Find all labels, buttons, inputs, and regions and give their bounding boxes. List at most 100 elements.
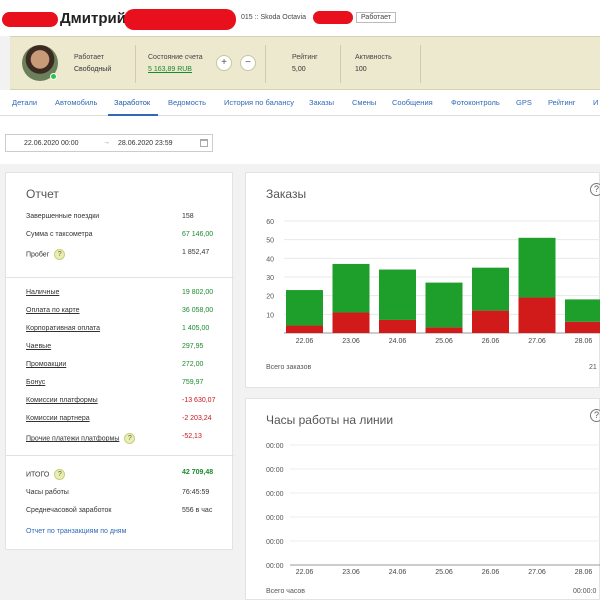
x-tick-label: 23.06 bbox=[342, 569, 360, 576]
driver-info-bar: Работает Свободный Состояние счета 5 163… bbox=[10, 36, 600, 90]
work-hours-value: 76:45:59 bbox=[182, 489, 210, 496]
payment-row-label[interactable]: Бонус bbox=[26, 379, 46, 386]
x-tick-label: 28.06 bbox=[575, 569, 593, 576]
help-icon[interactable]: ? bbox=[590, 409, 600, 422]
avg-earnings-label: Среднечасовой заработок bbox=[26, 507, 112, 514]
hours-total-value: 00:00:0 bbox=[573, 588, 597, 595]
y-tick-label: 40 bbox=[266, 256, 274, 263]
tab-details[interactable]: Детали bbox=[12, 98, 38, 107]
bar-segment-green bbox=[379, 269, 416, 320]
hours-chart: 00:00 00:00 00:00 00:00 00:00 00:00 22.06 23.06… bbox=[266, 443, 600, 576]
report-row-value: 67 146,00 bbox=[182, 231, 214, 238]
bar-segment-red bbox=[425, 327, 463, 333]
online-status-icon bbox=[50, 73, 57, 80]
y-tick-label: 00:00 bbox=[266, 539, 284, 546]
redacted-surname bbox=[2, 12, 58, 27]
payment-row-label[interactable]: Наличные bbox=[26, 289, 60, 296]
tab-shifts[interactable]: Смены bbox=[352, 98, 377, 107]
work-status-value: Свободный bbox=[74, 66, 112, 73]
total-label: ИТОГО bbox=[26, 471, 50, 479]
report-row-label: Пробег? bbox=[26, 249, 66, 260]
active-tab-indicator bbox=[108, 114, 158, 116]
report-row-label: Сумма с таксометра bbox=[26, 231, 93, 238]
transactions-report-link[interactable]: Отчет по транзакциям по дням bbox=[26, 528, 127, 535]
help-icon[interactable]: ? bbox=[124, 433, 136, 444]
status-badge: Работает bbox=[356, 12, 396, 23]
x-tick-label: 22.06 bbox=[296, 338, 314, 345]
help-icon[interactable]: ? bbox=[54, 469, 66, 480]
redacted-plate bbox=[313, 11, 353, 24]
tab-earnings[interactable]: Заработок bbox=[114, 98, 151, 107]
tab-photo-control[interactable]: Фотоконтроль bbox=[451, 98, 500, 107]
x-tick-label: 27.06 bbox=[528, 338, 546, 345]
payment-row-label[interactable]: Чаевые bbox=[26, 343, 52, 350]
divider bbox=[420, 45, 421, 83]
payment-row-label[interactable]: Промоакции bbox=[26, 361, 67, 368]
tab-rating[interactable]: Рейтинг bbox=[548, 98, 576, 107]
other-payments-label[interactable]: Прочие платежи платформы bbox=[26, 435, 120, 443]
hours-chart-title: Часы работы на линии bbox=[266, 413, 394, 427]
payment-row-label[interactable]: Корпоративная оплата bbox=[26, 325, 101, 332]
x-tick-label: 27.06 bbox=[528, 569, 546, 576]
add-balance-button[interactable]: + bbox=[216, 55, 232, 71]
payment-row-value: 1 405,00 bbox=[182, 325, 210, 332]
x-tick-label: 26.06 bbox=[482, 569, 500, 576]
payment-row-label: Прочие платежи платформы? bbox=[26, 433, 136, 444]
help-icon[interactable]: ? bbox=[590, 183, 600, 196]
date-range-picker[interactable]: 22.06.2020 00:00 → 28.06.2020 23:59 bbox=[5, 134, 213, 152]
mileage-label: Пробег bbox=[26, 251, 50, 259]
rating: Рейтинг 5,00 bbox=[292, 52, 318, 76]
work-status: Работает Свободный bbox=[74, 52, 111, 76]
tab-statement[interactable]: Ведомость bbox=[168, 98, 206, 107]
orders-chart: 10 20 30 40 50 60 22.06 23.06 24.06 25.06 26.06 27.… bbox=[266, 219, 600, 345]
payment-row-value: 759,97 bbox=[182, 379, 204, 386]
x-tick-label: 28.06 bbox=[575, 338, 593, 345]
x-tick-label: 26.06 bbox=[482, 338, 500, 345]
tab-balance-history[interactable]: История по балансу bbox=[224, 98, 294, 107]
work-status-label: Работает bbox=[74, 54, 104, 61]
divider bbox=[6, 277, 234, 278]
x-tick-label: 25.06 bbox=[435, 569, 453, 576]
bar-segment-green bbox=[332, 263, 370, 313]
tab-more[interactable]: И bbox=[593, 98, 599, 107]
total-row-label: ИТОГО? bbox=[26, 469, 66, 480]
tab-orders[interactable]: Заказы bbox=[309, 98, 335, 107]
y-tick-label: 10 bbox=[266, 312, 274, 319]
payment-row-value: 19 802,00 bbox=[182, 289, 214, 296]
help-icon[interactable]: ? bbox=[54, 249, 66, 260]
arrow-right-icon: → bbox=[103, 139, 110, 146]
redacted-patronymic bbox=[124, 9, 236, 30]
bar-segment-green bbox=[425, 282, 463, 328]
rating-label: Рейтинг bbox=[292, 54, 318, 61]
divider bbox=[6, 455, 234, 456]
balance-value[interactable]: 5 163,89 RUB bbox=[148, 66, 192, 73]
date-from[interactable]: 22.06.2020 00:00 bbox=[24, 140, 79, 147]
x-tick-label: 23.06 bbox=[342, 338, 360, 345]
y-tick-label: 00:00 bbox=[266, 515, 284, 522]
y-tick-label: 00:00 bbox=[266, 491, 284, 498]
tab-gps[interactable]: GPS bbox=[516, 98, 532, 107]
balance-label: Состояние счета bbox=[148, 54, 203, 61]
orders-chart-panel: Заказы ? 10 20 30 40 50 60 22.06 23.06 24.06 25.0… bbox=[245, 172, 600, 388]
date-to[interactable]: 28.06.2020 23:59 bbox=[118, 140, 173, 147]
x-tick-label: 22.06 bbox=[296, 569, 314, 576]
hours-total-label: Всего часов bbox=[266, 588, 306, 595]
payment-row-label[interactable]: Комиссии партнера bbox=[26, 415, 90, 422]
orders-total-label: Всего заказов bbox=[266, 364, 312, 371]
payment-row-label[interactable]: Комиссии платформы bbox=[26, 397, 98, 404]
payment-row-label[interactable]: Оплата по карте bbox=[26, 307, 80, 314]
tab-messages[interactable]: Сообщения bbox=[392, 98, 433, 107]
x-tick-label: 24.06 bbox=[389, 569, 407, 576]
bar-segment-green bbox=[472, 267, 509, 311]
car-info[interactable]: 015 :: Skoda Octavia bbox=[241, 14, 306, 21]
tab-car[interactable]: Автомобиль bbox=[55, 98, 98, 107]
y-tick-label: 00:00 bbox=[266, 443, 284, 450]
subtract-balance-button[interactable]: − bbox=[240, 55, 256, 71]
avg-earnings-value: 556 в час bbox=[182, 507, 213, 514]
y-tick-label: 30 bbox=[266, 275, 274, 282]
x-tick-label: 24.06 bbox=[389, 338, 407, 345]
rating-value: 5,00 bbox=[292, 66, 306, 73]
divider bbox=[135, 45, 136, 83]
calendar-icon[interactable] bbox=[200, 139, 208, 147]
payment-row-value: 36 058,00 bbox=[182, 307, 214, 314]
